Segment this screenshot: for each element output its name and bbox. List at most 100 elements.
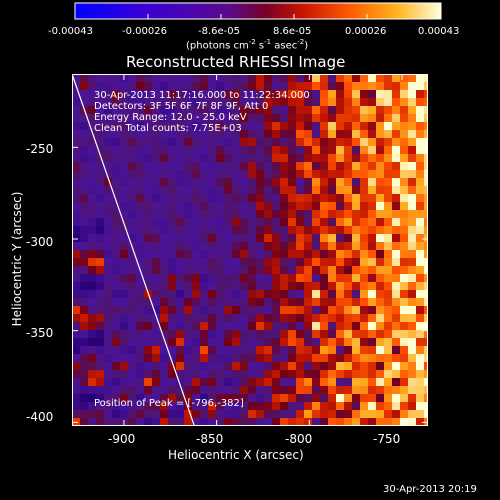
heatmap-cell: [160, 138, 169, 147]
heatmap-cell: [328, 410, 337, 419]
heatmap-cell: [368, 74, 377, 83]
heatmap-cell: [200, 122, 209, 131]
heatmap-cell: [256, 154, 265, 163]
heatmap-cell: [272, 162, 281, 171]
heatmap-cell: [160, 218, 169, 227]
heatmap-cell: [152, 138, 161, 147]
heatmap-cell: [296, 162, 305, 171]
heatmap-cell: [80, 138, 89, 147]
heatmap-cell: [176, 258, 185, 267]
heatmap-cell: [360, 194, 369, 203]
heatmap-cell: [176, 114, 185, 123]
heatmap-cell: [240, 194, 249, 203]
heatmap-cell: [408, 234, 417, 243]
heatmap-cell: [208, 306, 217, 315]
heatmap-cell: [240, 98, 249, 107]
heatmap-cell: [192, 306, 201, 315]
energy-label: Energy Range: 12.0 - 25.0 keV: [94, 112, 247, 123]
heatmap-cell: [336, 258, 345, 267]
heatmap-cell: [88, 90, 97, 99]
heatmap-cell: [168, 210, 177, 219]
heatmap-cell: [376, 386, 385, 395]
heatmap-cell: [192, 298, 201, 307]
heatmap-cell: [144, 306, 153, 315]
heatmap-cell: [248, 322, 257, 331]
heatmap-cell: [280, 322, 289, 331]
heatmap-cell: [240, 178, 249, 187]
heatmap-cell: [416, 226, 425, 235]
heatmap-cell: [104, 154, 113, 163]
heatmap-cell: [392, 290, 401, 299]
heatmap-cell: [176, 418, 185, 426]
heatmap-cell: [152, 346, 161, 355]
heatmap-cell: [232, 178, 241, 187]
heatmap-cell: [224, 146, 233, 155]
heatmap-cell: [176, 410, 185, 419]
heatmap-cell: [104, 194, 113, 203]
colorbar-tick: -8.6e-05: [198, 26, 240, 37]
heatmap-cell: [104, 290, 113, 299]
heatmap-cell: [248, 274, 257, 283]
heatmap-cell: [320, 306, 329, 315]
heatmap-cell: [320, 338, 329, 347]
heatmap-cell: [400, 210, 409, 219]
heatmap-cell: [144, 338, 153, 347]
heatmap-cell: [128, 330, 137, 339]
heatmap-cell: [80, 130, 89, 139]
heatmap-cell: [320, 202, 329, 211]
heatmap-cell: [72, 90, 81, 99]
heatmap-cell: [400, 306, 409, 315]
heatmap-cell: [224, 354, 233, 363]
heatmap-cell: [280, 234, 289, 243]
heatmap-cell: [72, 274, 81, 283]
heatmap-cell: [280, 170, 289, 179]
heatmap-cell: [128, 354, 137, 363]
x-tick: -900: [108, 432, 136, 446]
heatmap-cell: [208, 90, 217, 99]
heatmap-cell: [232, 330, 241, 339]
heatmap-cell: [88, 170, 97, 179]
heatmap-cell: [344, 74, 353, 83]
heatmap-cell: [384, 362, 393, 371]
heatmap-cell: [424, 394, 428, 403]
heatmap-cell: [392, 314, 401, 323]
heatmap-cell: [120, 82, 129, 91]
heatmap-cell: [296, 362, 305, 371]
heatmap-cell: [184, 146, 193, 155]
heatmap-cell: [256, 274, 265, 283]
heatmap-cell: [96, 354, 105, 363]
colorbar-tick: -0.00043: [48, 26, 93, 37]
heatmap-cell: [88, 370, 97, 379]
heatmap-cell: [384, 210, 393, 219]
heatmap-cell: [304, 362, 313, 371]
heatmap-cell: [280, 202, 289, 211]
heatmap-cell: [320, 90, 329, 99]
heatmap-cell: [72, 106, 81, 115]
heatmap-cell: [416, 186, 425, 195]
heatmap-cell: [80, 274, 89, 283]
heatmap-cell: [352, 418, 361, 426]
heatmap-cell: [104, 338, 113, 347]
heatmap-cell: [208, 202, 217, 211]
heatmap-cell: [288, 410, 297, 419]
heatmap-cell: [408, 106, 417, 115]
heatmap-cell: [176, 178, 185, 187]
heatmap-cell: [352, 154, 361, 163]
heatmap-cell: [360, 74, 369, 83]
heatmap-cell: [136, 386, 145, 395]
heatmap-cell: [328, 346, 337, 355]
heatmap-cell: [400, 322, 409, 331]
heatmap-cell: [136, 130, 145, 139]
heatmap-cell: [192, 314, 201, 323]
heatmap-cell: [400, 82, 409, 91]
heatmap-cell: [320, 218, 329, 227]
heatmap-cell: [120, 346, 129, 355]
heatmap-cell: [240, 218, 249, 227]
heatmap-cell: [296, 410, 305, 419]
heatmap-cell: [136, 178, 145, 187]
heatmap-cell: [192, 82, 201, 91]
heatmap-cell: [312, 314, 321, 323]
heatmap-cell: [304, 234, 313, 243]
heatmap-cell: [248, 130, 257, 139]
heatmap-cell: [224, 162, 233, 171]
